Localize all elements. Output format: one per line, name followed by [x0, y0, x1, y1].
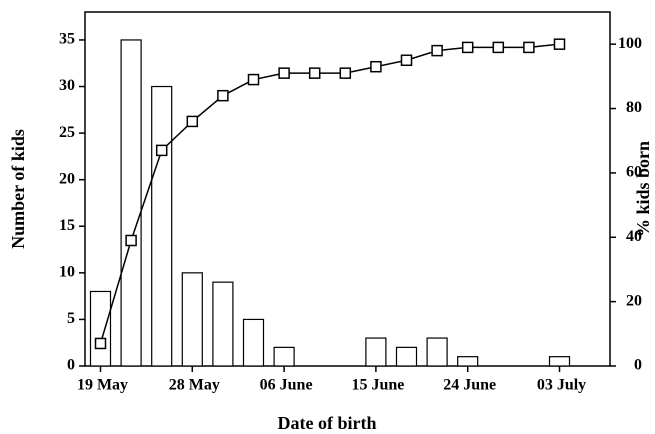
line-marker: [125, 234, 137, 247]
line-marker: [278, 67, 290, 79]
y2-axis-label: % kids born: [633, 141, 653, 237]
y2-tick-label: 0: [634, 357, 642, 374]
bar: [89, 290, 112, 367]
y-tick-label: 25: [59, 124, 75, 141]
line-marker: [523, 41, 535, 54]
line-marker: [492, 41, 505, 54]
y-tick-label: 5: [67, 310, 75, 327]
y2-tick-label: 80: [626, 99, 642, 116]
y-tick-label: 30: [59, 77, 75, 94]
line-marker: [339, 67, 352, 79]
line-marker: [186, 115, 199, 128]
line-marker: [247, 73, 260, 86]
x-tick-label: 06 June: [260, 377, 313, 394]
line-marker: [308, 67, 321, 79]
x-tick-label: 24 June: [443, 377, 496, 394]
line-marker: [400, 54, 413, 67]
bar: [120, 39, 142, 367]
bar: [457, 356, 479, 367]
y2-tick-label: 40: [626, 228, 642, 245]
y-tick-label: 20: [59, 170, 75, 187]
y2-tick-label: 60: [626, 164, 642, 181]
bar: [181, 272, 203, 367]
bar: [242, 318, 265, 367]
line-marker: [431, 44, 443, 57]
line-marker: [553, 38, 566, 50]
x-tick-label: 15 June: [351, 377, 404, 394]
y-tick-label: 35: [59, 31, 75, 48]
y-tick-label: 15: [59, 217, 75, 234]
y2-tick-label: 100: [618, 35, 642, 52]
bar: [273, 346, 295, 367]
y-axis-label: Number of kids: [8, 129, 28, 249]
line-marker: [155, 144, 168, 157]
x-tick-label: 28 May: [169, 377, 220, 394]
x-axis-label: Date of birth: [278, 413, 377, 433]
bar: [151, 85, 173, 367]
y2-tick-label: 20: [626, 292, 642, 309]
y-tick-label: 0: [67, 357, 75, 374]
bar: [426, 337, 448, 367]
bar: [212, 281, 234, 367]
line-marker: [94, 337, 107, 350]
plot-frame: [84, 11, 611, 367]
bar: [365, 337, 387, 367]
x-tick-label: 03 July: [537, 377, 586, 394]
line-marker: [461, 41, 474, 54]
x-tick-label: 19 May: [77, 377, 128, 394]
line: [99, 43, 560, 344]
bar: [395, 346, 418, 367]
bar: [548, 356, 571, 367]
y-tick-label: 10: [59, 264, 75, 281]
line-marker: [217, 89, 229, 102]
line-marker: [370, 60, 382, 73]
